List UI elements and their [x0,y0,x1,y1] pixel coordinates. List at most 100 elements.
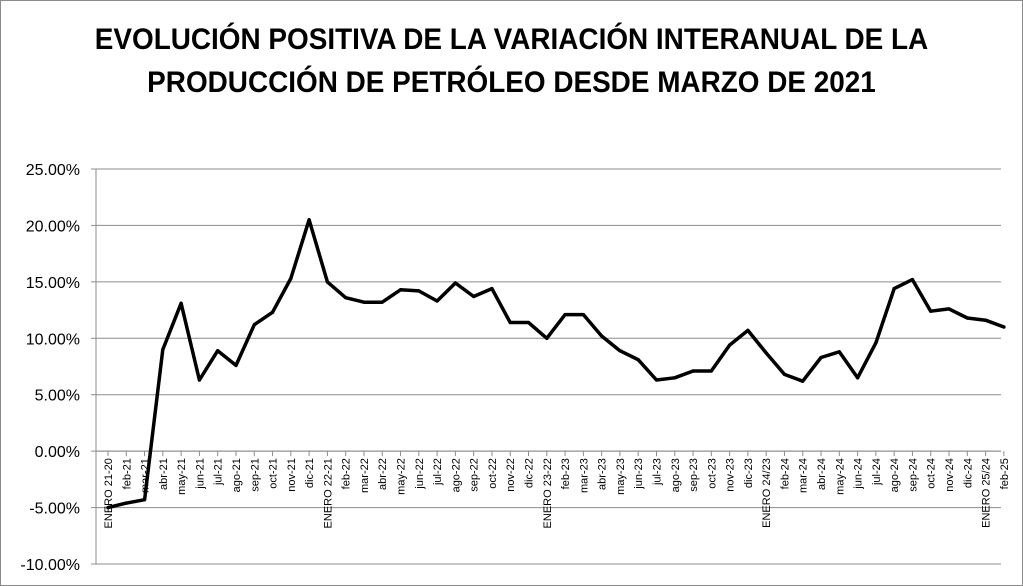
data-point [837,350,841,354]
data-point [709,369,713,373]
x-tick-label: nov-24 [944,458,956,492]
x-tick-label: feb-23 [560,458,572,489]
data-point [124,501,128,505]
data-point [947,307,951,311]
x-tick-label: abr-21 [158,458,170,490]
x-tick-label: sep-24 [907,458,919,492]
data-point [435,299,439,303]
x-tick-label: mar-23 [578,458,590,493]
y-tick-label: 15.00% [26,275,80,292]
data-point [179,301,183,305]
data-point [764,351,768,355]
data-point [654,378,659,382]
x-tick-label: oct-24 [926,458,938,489]
data-point [307,218,311,222]
data-point [746,328,750,332]
data-point [673,376,677,380]
data-point [380,300,384,304]
x-tick-label: jul-22 [432,458,444,486]
x-tick-label: oct-23 [706,458,718,489]
x-tick-label: may-21 [176,458,188,495]
y-tick-label: 10.00% [26,331,80,348]
y-tick-label: 25.00% [26,162,80,179]
data-point [270,310,275,314]
y-axis: -10.00% -5.00% 0.00% 5.00% 10.00% 15.00% 20.00… [20,162,97,574]
data-point [581,312,585,317]
x-tick-label: jul-24 [871,458,883,486]
data-point [289,276,293,281]
x-tick-label: sep-22 [469,458,481,492]
x-tick-label: jun-22 [414,458,426,490]
data-point [965,316,969,320]
data-point [600,334,604,338]
x-tick-label: ENERO 21-20 [103,458,115,528]
data-point [910,278,915,282]
data-point [490,287,494,291]
x-tick-label: ago-23 [670,458,682,492]
data-point [929,309,933,313]
x-tick-label: may-24 [834,458,846,495]
x-tick-label: sep-21 [249,458,261,492]
x-tick-label: sep-23 [688,458,700,492]
data-point [508,320,512,325]
x-tick-label: ago-24 [889,458,901,492]
data-point [197,378,202,382]
y-tick-label: 0.00% [35,444,80,461]
x-tick-label: abr-23 [597,458,609,490]
data-point [472,294,476,299]
x-tick-label: oct-21 [268,458,280,489]
x-tick-label: nov-23 [725,458,737,492]
x-tick-label: feb-21 [121,458,133,489]
x-tick-label: ENERO 22-21 [322,458,334,528]
x-tick-label: jul-23 [651,458,663,486]
data-point [142,498,147,502]
data-point [106,505,110,510]
data-series [106,218,1006,510]
data-point [892,287,896,291]
x-tick-label: jul-21 [213,458,225,486]
x-tick-label: jun-23 [633,458,645,490]
data-point [216,349,220,353]
data-point [563,312,567,317]
data-point [819,355,823,360]
x-tick-label: dic-21 [304,458,316,488]
series-line [106,218,1006,510]
data-point [344,296,348,300]
x-tick-label: dic-23 [743,458,755,488]
data-point [453,281,457,285]
data-point [855,376,860,380]
x-tick-label: ago-21 [231,458,243,492]
x-tick-label: mar-22 [359,458,371,493]
x-tick-label: dic-24 [962,458,974,488]
data-point [618,349,622,353]
data-point [398,288,403,292]
data-point [252,323,256,327]
x-tick-label: ENERO 24/23 [761,458,773,528]
x-tick-label: nov-21 [286,458,298,492]
x-tick-label: feb-25 [999,458,1011,489]
x-tick-label: ENERO 25/24 [981,458,993,528]
data-point [417,289,421,293]
x-tick-label: jun-21 [194,458,206,490]
y-tick-label: 5.00% [35,388,80,405]
data-point [325,280,329,284]
x-tick-label: jun-24 [853,458,865,490]
y-tick-label: -10.00% [20,557,80,574]
x-tick-label: abr-24 [816,458,828,490]
data-point [782,372,787,376]
data-point [874,341,878,345]
x-tick-label: may-22 [396,458,408,495]
x-axis: ENERO 21-20 feb-21 mar-21 abr-21 may-21 jun-2… [96,450,1011,528]
data-point [983,318,988,322]
data-point [161,347,165,352]
data-point [526,320,531,325]
x-tick-label: dic-22 [524,458,536,488]
x-tick-label: mar-24 [798,458,810,493]
data-point [691,369,695,373]
data-point [234,363,238,367]
data-point [728,343,732,347]
data-point [362,300,366,304]
y-tick-label: 20.00% [26,218,80,235]
